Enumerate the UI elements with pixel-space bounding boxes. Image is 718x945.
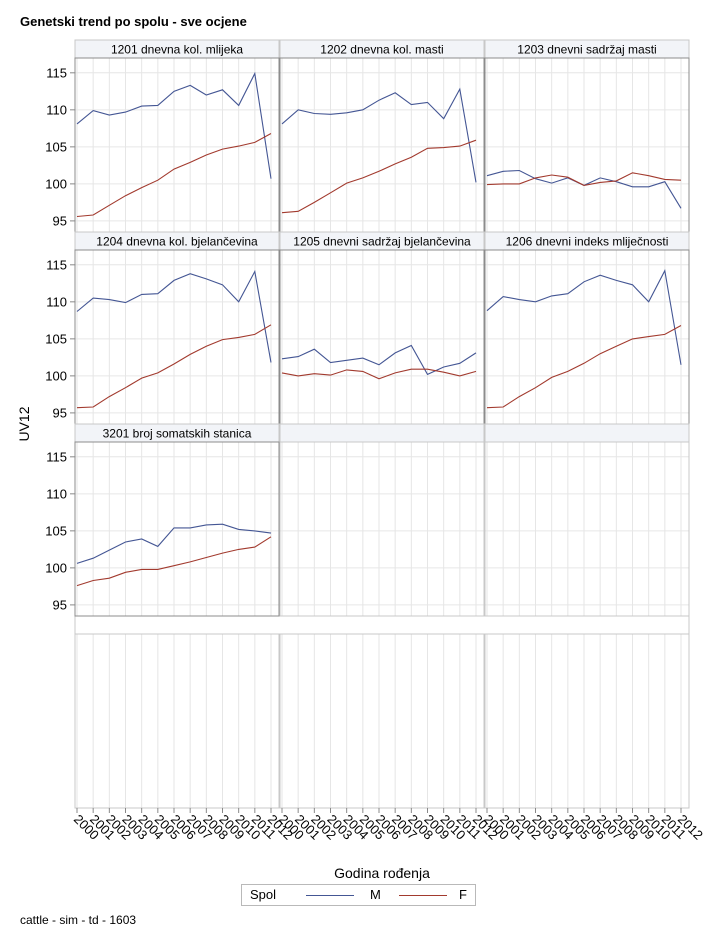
panel-6: 1206 dnevni indeks mliječnosti — [484, 231, 690, 425]
panel-border — [279, 441, 485, 617]
panel-4: 1204 dnevna kol. bjelančevina — [74, 231, 280, 425]
series-line-m — [281, 87, 477, 183]
y-tick-label: 105 — [45, 331, 67, 346]
y-tick-label: 110 — [46, 486, 67, 501]
legend-line-f — [399, 895, 447, 896]
panel-border — [279, 57, 485, 233]
panel-border — [484, 441, 690, 617]
panel-border — [74, 57, 280, 233]
panel-title: 1201 dnevna kol. mlijeka — [111, 43, 243, 57]
y-tick-label: 110 — [46, 294, 67, 309]
panel-border — [279, 633, 485, 809]
series-line-m — [486, 268, 682, 365]
legend-label-m: M — [370, 887, 381, 902]
series-line-m — [76, 71, 272, 179]
y-tick-label: 115 — [46, 257, 67, 272]
panel-border — [74, 441, 280, 617]
y-tick-label: 115 — [46, 65, 67, 80]
panel-3: 1203 dnevni sadržaj masti — [484, 39, 690, 233]
panel-border — [74, 249, 280, 425]
panel-border — [279, 249, 485, 425]
y-axis-title: UV12 — [16, 406, 32, 441]
panel-7: 3201 broj somatskih stanica — [74, 423, 280, 617]
y-tick-label: 95 — [53, 405, 67, 420]
panel-title: 1204 dnevna kol. bjelančevina — [96, 235, 258, 249]
panel-2: 1202 dnevna kol. masti — [279, 39, 485, 233]
legend: Spol M F — [241, 884, 476, 906]
panel-header — [279, 423, 485, 443]
empty-panel-12 — [484, 633, 690, 809]
panel-border — [484, 633, 690, 809]
series-line-f — [76, 133, 272, 218]
panel-border — [484, 249, 690, 425]
panel-header — [484, 423, 690, 443]
series-line-f — [76, 536, 272, 587]
y-tick-label: 115 — [46, 449, 67, 464]
y-tick-label: 105 — [45, 139, 67, 154]
series-line-f — [486, 325, 682, 409]
legend-line-m — [306, 895, 354, 896]
empty-panel-9 — [484, 423, 690, 617]
series-line-m — [76, 269, 272, 363]
y-tick-label: 100 — [45, 560, 67, 575]
y-tick-label: 100 — [45, 368, 67, 383]
empty-panel-8 — [279, 423, 485, 617]
series-line-f — [76, 324, 272, 409]
x-axis-title: Godina rođenja — [334, 865, 430, 881]
y-tick-label: 95 — [53, 213, 67, 228]
empty-panel-11 — [279, 633, 485, 809]
y-tick-label: 100 — [45, 176, 67, 191]
series-line-f — [281, 139, 477, 214]
y-tick-label: 110 — [46, 102, 67, 117]
legend-title: Spol — [250, 887, 277, 902]
series-line-f — [281, 368, 477, 380]
panel-title: 1203 dnevni sadržaj masti — [517, 43, 656, 57]
series-line-f — [486, 172, 682, 186]
chart-title: Genetski trend po spolu - sve ocjene — [20, 14, 247, 29]
legend-label-f: F — [459, 887, 467, 902]
panel-title: 1205 dnevni sadržaj bjelančevina — [293, 235, 471, 249]
footnote: cattle - sim - td - 1603 — [20, 913, 137, 927]
panel-title: 3201 broj somatskih stanica — [103, 427, 252, 441]
panel-border — [484, 57, 690, 233]
panel-5: 1205 dnevni sadržaj bjelančevina — [279, 231, 485, 425]
y-tick-label: 95 — [53, 597, 67, 612]
panel-1: 1201 dnevna kol. mlijeka — [74, 39, 280, 233]
empty-panel-10 — [74, 633, 280, 809]
panel-title: 1202 dnevna kol. masti — [320, 43, 443, 57]
series-line-m — [281, 344, 477, 376]
series-line-m — [76, 523, 272, 564]
y-tick-label: 105 — [45, 523, 67, 538]
panel-border — [74, 633, 280, 809]
panel-title: 1206 dnevni indeks mliječnosti — [506, 235, 669, 249]
